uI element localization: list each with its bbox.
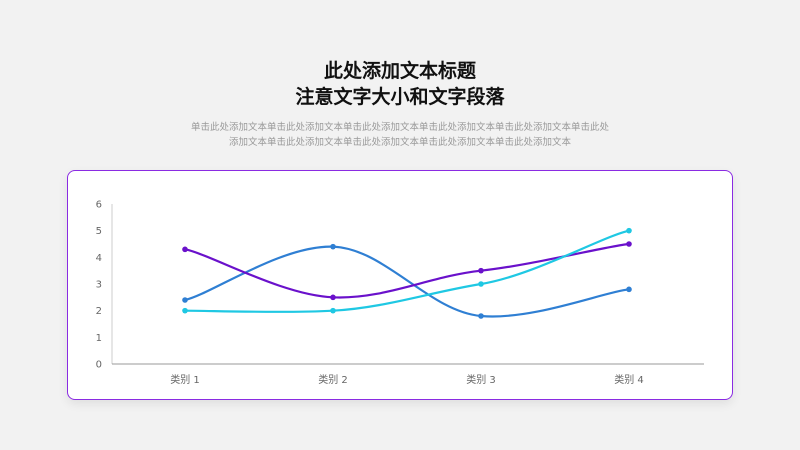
x-tick-label: 类别 2 (318, 373, 348, 386)
data-point-series-3-4 (626, 227, 632, 234)
data-point-series-2-4 (626, 241, 632, 247)
y-tick-label: 0 (96, 360, 102, 371)
chart-card (67, 170, 733, 400)
y-axis-labels: 0 1 2 3 4 5 6 (96, 200, 102, 371)
series-line-3 (184, 229, 630, 314)
data-point-series-2-3 (478, 267, 484, 274)
x-axis-labels: 类别 1 类别 2 类别 3 类别 4 (170, 373, 644, 386)
x-tick-label: 类别 3 (466, 373, 496, 386)
y-tick-label: 3 (96, 280, 102, 291)
y-tick-label: 4 (96, 253, 102, 264)
data-point-series-3-3 (478, 281, 484, 287)
series-points (182, 227, 632, 319)
axes (111, 204, 704, 365)
page-title: 此处添加文本标题 (323, 60, 476, 82)
series-lines (184, 229, 630, 318)
data-point-series-1-3 (478, 313, 484, 319)
data-point-series-3-2 (330, 307, 336, 314)
subtitle-line-1: 单击此处添加文本单击此处添加文本单击此处添加文本单击此处添加文本单击此处添加文本… (190, 122, 609, 133)
data-point-series-3-1 (182, 307, 188, 314)
data-point-series-2-2 (330, 294, 336, 301)
y-tick-label: 2 (96, 306, 102, 317)
series-line-1 (184, 245, 630, 318)
subtitle-line-2: 添加文本单击此处添加文本单击此处添加文本单击此处添加文本单击此处添加文本 (228, 137, 571, 148)
data-point-series-2-1 (182, 246, 188, 253)
page-title-line-2: 注意文字大小和文字段落 (295, 86, 505, 108)
y-tick-label: 1 (96, 333, 102, 344)
subtitle: 单击此处添加文本单击此处添加文本单击此处添加文本单击此处添加文本单击此处添加文本… (170, 120, 630, 150)
data-point-series-1-2 (330, 243, 336, 250)
title-block: 此处添加文本标题 注意文字大小和文字段落 (0, 58, 800, 110)
data-point-series-1-1 (182, 297, 188, 303)
y-tick-label: 5 (96, 226, 102, 237)
y-tick-label: 6 (96, 200, 102, 211)
data-point-series-1-4 (626, 286, 632, 293)
x-tick-label: 类别 4 (614, 373, 644, 386)
x-tick-label: 类别 1 (170, 373, 200, 386)
